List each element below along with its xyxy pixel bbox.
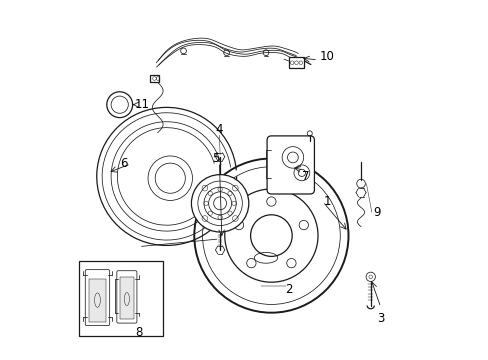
FancyBboxPatch shape xyxy=(85,270,109,325)
Bar xyxy=(79,261,163,336)
Text: 2: 2 xyxy=(285,283,292,296)
Text: 1: 1 xyxy=(323,195,330,208)
Circle shape xyxy=(191,175,248,232)
Text: 11: 11 xyxy=(135,98,149,111)
Text: 5: 5 xyxy=(212,152,219,165)
FancyBboxPatch shape xyxy=(266,136,314,194)
Text: 8: 8 xyxy=(135,326,142,339)
Text: 6: 6 xyxy=(121,157,128,170)
Text: 10: 10 xyxy=(319,50,334,63)
Text: 3: 3 xyxy=(376,311,384,325)
Bar xyxy=(150,75,159,82)
Bar xyxy=(88,279,106,321)
Text: 4: 4 xyxy=(215,123,223,136)
Text: 9: 9 xyxy=(373,206,380,219)
Bar xyxy=(120,277,133,319)
FancyBboxPatch shape xyxy=(117,271,137,323)
Bar xyxy=(288,57,304,68)
Text: 7: 7 xyxy=(301,170,308,183)
